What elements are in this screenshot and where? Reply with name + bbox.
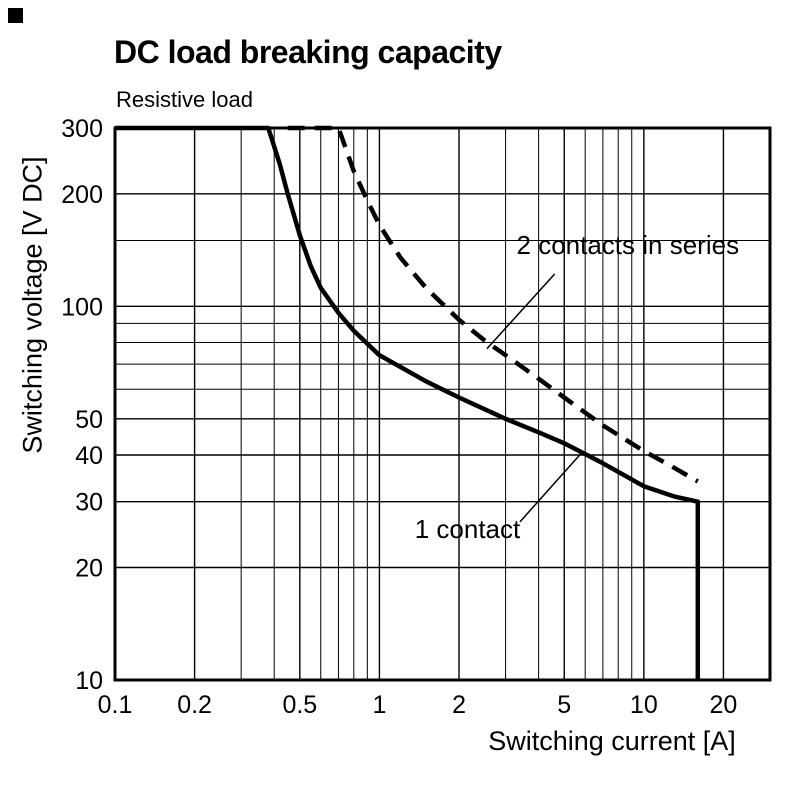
svg-text:20: 20 [710, 691, 738, 719]
svg-text:5: 5 [557, 691, 571, 719]
y-tick-labels: 10 20 30 40 50 100 200 300 [61, 115, 103, 695]
svg-text:100: 100 [61, 293, 103, 321]
svg-text:300: 300 [61, 115, 103, 143]
svg-text:0.2: 0.2 [177, 691, 212, 719]
chart-title: DC load breaking capacity [114, 34, 502, 70]
annotation-leader [486, 273, 556, 350]
annotation-label: 1 contact [415, 514, 521, 544]
x-tick-labels: 0.1 0.2 0.5 1 2 5 10 20 [98, 691, 738, 719]
svg-text:20: 20 [75, 555, 103, 583]
svg-text:10: 10 [75, 667, 103, 695]
svg-text:1: 1 [372, 691, 386, 719]
corner-marker [8, 8, 23, 23]
svg-text:200: 200 [61, 181, 103, 209]
svg-text:2: 2 [452, 691, 466, 719]
svg-text:0.5: 0.5 [282, 691, 317, 719]
svg-text:0.1: 0.1 [98, 691, 133, 719]
grid-lines [114, 127, 770, 681]
plot-frame [113, 126, 772, 682]
svg-text:10: 10 [630, 691, 658, 719]
curve-2-contacts-in-series [287, 125, 699, 484]
x-axis-label: Switching current [A] [488, 726, 736, 756]
annotation-label: 2 contacts in series [517, 230, 740, 260]
curve-1-contact [115, 125, 701, 680]
svg-text:50: 50 [75, 406, 103, 434]
chart-subtitle: Resistive load [116, 87, 253, 112]
svg-text:30: 30 [75, 489, 103, 517]
annotation-leader [519, 450, 584, 523]
svg-text:40: 40 [75, 442, 103, 470]
